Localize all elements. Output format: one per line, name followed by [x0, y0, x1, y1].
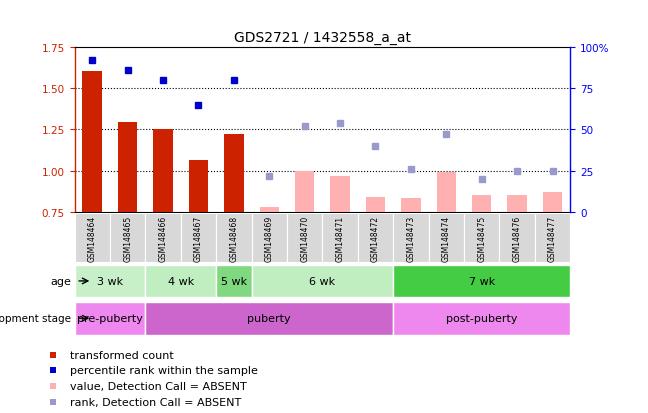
Text: GSM148477: GSM148477 — [548, 215, 557, 261]
FancyBboxPatch shape — [145, 214, 181, 262]
Text: percentile rank within the sample: percentile rank within the sample — [70, 366, 258, 375]
Text: 6 wk: 6 wk — [309, 276, 336, 286]
Bar — [260, 208, 279, 213]
Bar — [543, 192, 562, 213]
FancyBboxPatch shape — [251, 214, 287, 262]
FancyBboxPatch shape — [251, 265, 393, 298]
Bar — [82, 71, 102, 213]
Text: GSM148466: GSM148466 — [159, 215, 168, 261]
FancyBboxPatch shape — [393, 302, 570, 335]
Bar — [365, 198, 385, 213]
FancyBboxPatch shape — [110, 214, 145, 262]
FancyBboxPatch shape — [216, 265, 251, 298]
Text: post-puberty: post-puberty — [446, 313, 518, 323]
Text: 7 wk: 7 wk — [469, 276, 495, 286]
Bar — [118, 123, 137, 213]
FancyBboxPatch shape — [75, 302, 145, 335]
Text: development stage: development stage — [0, 313, 71, 323]
Text: GSM148467: GSM148467 — [194, 215, 203, 261]
Title: GDS2721 / 1432558_a_at: GDS2721 / 1432558_a_at — [234, 31, 411, 45]
Text: GSM148468: GSM148468 — [229, 215, 238, 261]
Bar — [189, 161, 208, 213]
Text: puberty: puberty — [248, 313, 291, 323]
Text: GSM148469: GSM148469 — [265, 215, 273, 261]
FancyBboxPatch shape — [500, 214, 535, 262]
FancyBboxPatch shape — [393, 214, 428, 262]
FancyBboxPatch shape — [358, 214, 393, 262]
FancyBboxPatch shape — [181, 214, 216, 262]
Bar — [472, 195, 491, 213]
Text: GSM148475: GSM148475 — [477, 215, 486, 261]
Bar — [330, 176, 350, 213]
Text: GSM148470: GSM148470 — [300, 215, 309, 261]
Text: 4 wk: 4 wk — [168, 276, 194, 286]
Text: transformed count: transformed count — [70, 350, 174, 360]
FancyBboxPatch shape — [75, 214, 110, 262]
Text: GSM148473: GSM148473 — [406, 215, 415, 261]
Text: rank, Detection Call = ABSENT: rank, Detection Call = ABSENT — [70, 397, 242, 407]
FancyBboxPatch shape — [75, 265, 145, 298]
FancyBboxPatch shape — [287, 214, 322, 262]
FancyBboxPatch shape — [428, 214, 464, 262]
Bar — [507, 195, 527, 213]
FancyBboxPatch shape — [216, 214, 251, 262]
Text: 3 wk: 3 wk — [97, 276, 123, 286]
FancyBboxPatch shape — [145, 265, 216, 298]
Text: pre-puberty: pre-puberty — [77, 313, 143, 323]
Bar — [224, 134, 244, 213]
Bar — [437, 173, 456, 213]
Text: GSM148465: GSM148465 — [123, 215, 132, 261]
Text: GSM148464: GSM148464 — [87, 215, 97, 261]
Text: GSM148471: GSM148471 — [336, 215, 345, 261]
Text: GSM148472: GSM148472 — [371, 215, 380, 261]
Text: 5 wk: 5 wk — [221, 276, 247, 286]
FancyBboxPatch shape — [464, 214, 500, 262]
Text: GSM148474: GSM148474 — [442, 215, 451, 261]
Text: GSM148476: GSM148476 — [513, 215, 522, 261]
Text: value, Detection Call = ABSENT: value, Detection Call = ABSENT — [70, 382, 247, 392]
FancyBboxPatch shape — [535, 214, 570, 262]
Bar — [295, 171, 314, 213]
Bar — [401, 199, 421, 213]
Text: age: age — [51, 276, 71, 286]
FancyBboxPatch shape — [393, 265, 570, 298]
FancyBboxPatch shape — [322, 214, 358, 262]
Bar — [154, 129, 173, 213]
FancyBboxPatch shape — [145, 302, 393, 335]
